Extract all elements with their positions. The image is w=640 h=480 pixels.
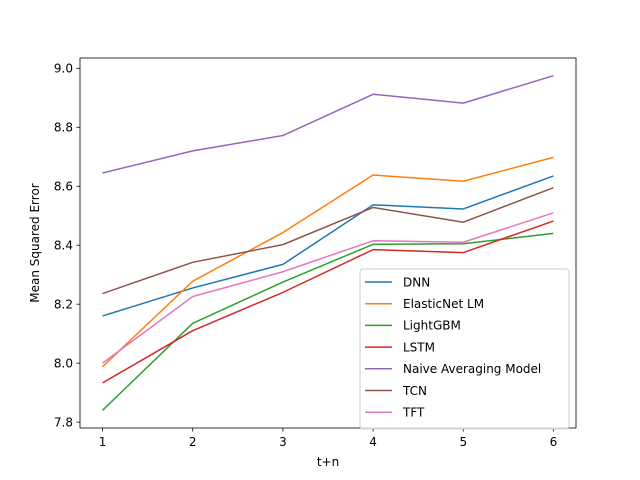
x-tick-label: 4 [369,435,377,449]
y-tick-label: 9.0 [54,62,73,76]
y-tick-label: 8.4 [54,239,73,253]
legend-label-tft: TFT [402,406,425,420]
series-line-lstm [102,220,554,384]
x-axis-label: t+n [317,455,339,469]
y-tick-label: 7.8 [54,415,73,429]
legend-label-dnn: DNN [403,275,430,289]
series-layer [102,74,554,411]
x-tick-label: 5 [459,435,467,449]
x-tick-label: 6 [550,435,558,449]
legend-box [359,268,570,430]
series-line-dnn [102,175,554,317]
x-tick-label: 3 [279,435,287,449]
x-axis: 1 2 3 4 5 6 [99,428,558,449]
legend-label-naive-averaging-model: Naive Averaging Model [403,362,541,376]
series-line-tft [102,212,554,364]
legend-label-lightgbm: LightGBM [403,319,461,333]
legend: DNN ElasticNet LM LightGBM LSTM Naive Averag… [359,268,570,430]
y-axis-label: Mean Squared Error [28,183,42,303]
x-tick-label: 2 [189,435,197,449]
x-tick-label: 1 [99,435,107,449]
legend-label-lstm: LSTM [403,340,435,354]
series-line-elasticnet-lm [102,156,554,368]
y-tick-label: 8.0 [54,356,73,370]
series-line-tcn [102,187,554,295]
y-tick-label: 8.6 [54,180,73,194]
y-tick-label: 8.2 [54,297,73,311]
series-line-naive-averaging-model [102,74,554,174]
y-tick-label: 8.8 [54,121,73,135]
legend-label-elasticnet-lm: ElasticNet LM [403,297,484,311]
legend-label-tcn: TCN [402,384,427,398]
series-line-lightgbm [102,232,554,411]
plot-frame [79,57,577,429]
y-axis: 7.8 8.0 8.2 8.4 8.6 8.8 9.0 [54,62,80,429]
